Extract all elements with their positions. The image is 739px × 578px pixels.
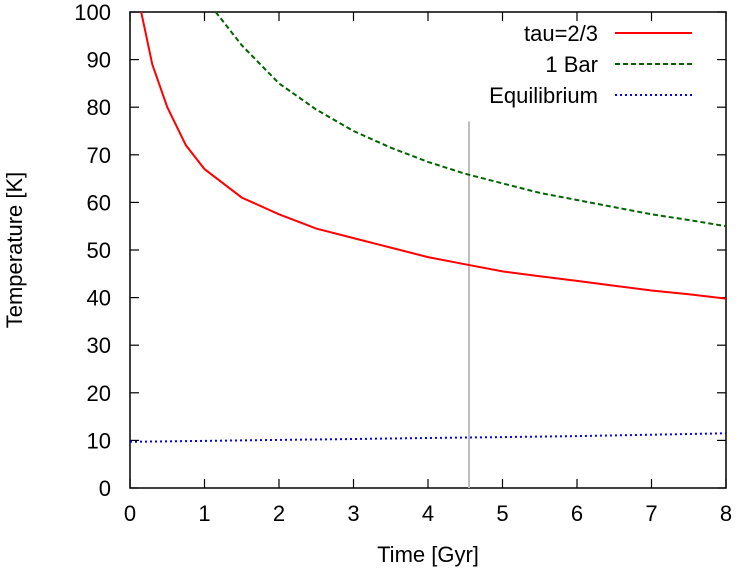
y-tick-label: 100: [74, 0, 111, 25]
x-axis-label: Time [Gyr]: [377, 542, 479, 567]
y-tick-label: 0: [99, 476, 111, 501]
x-tick-label: 5: [496, 501, 508, 526]
y-tick-label: 80: [87, 95, 111, 120]
x-tick-label: 3: [347, 501, 359, 526]
y-tick-label: 90: [87, 48, 111, 73]
x-tick-label: 6: [571, 501, 583, 526]
x-tick-label: 2: [273, 501, 285, 526]
y-tick-label: 10: [87, 428, 111, 453]
x-tick-label: 4: [422, 501, 434, 526]
legend-label: Equilibrium: [489, 83, 598, 108]
legend-label: tau=2/3: [524, 21, 598, 46]
series-line-3: [129, 432, 727, 443]
y-tick-label: 40: [87, 286, 111, 311]
x-tick-label: 7: [645, 501, 657, 526]
series-line-1: [140, 11, 727, 300]
x-tick-label: 8: [720, 501, 732, 526]
y-tick-label: 30: [87, 333, 111, 358]
series-line-2: [214, 11, 727, 228]
legend-label: 1 Bar: [545, 52, 598, 77]
y-tick-label: 20: [87, 381, 111, 406]
y-tick-label: 50: [87, 238, 111, 263]
y-tick-label: 70: [87, 143, 111, 168]
series-lines: [129, 11, 727, 443]
x-tick-label: 1: [198, 501, 210, 526]
y-axis-label: Temperature [K]: [2, 172, 27, 329]
y-tick-label: 60: [87, 190, 111, 215]
axis-ticks: [129, 11, 727, 489]
plot-frame: [129, 11, 727, 489]
legend: tau=2/3 1 Bar Equilibrium: [489, 21, 692, 108]
x-tick-label: 0: [124, 501, 136, 526]
